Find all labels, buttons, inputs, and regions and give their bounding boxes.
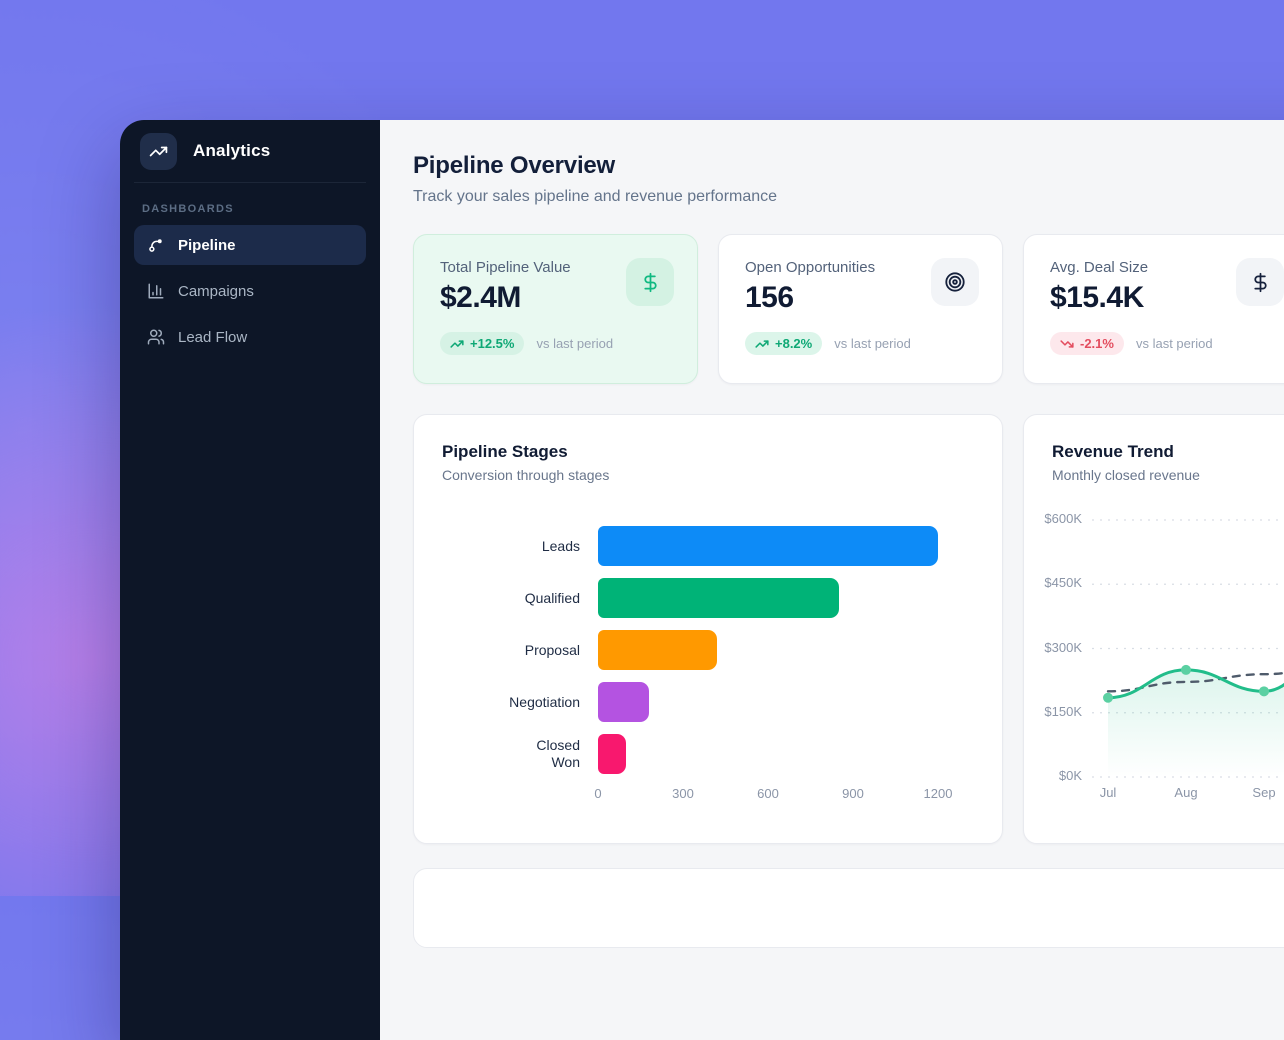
bar-row: Leads: [442, 526, 938, 566]
chart-title: Pipeline Stages: [442, 442, 568, 461]
sidebar-item-label: Lead Flow: [178, 328, 248, 346]
trending-down-icon: [1060, 337, 1074, 351]
route-icon: [147, 236, 165, 254]
page-subtitle: Track your sales pipeline and revenue pe…: [413, 188, 778, 205]
y-tick-label: $300K: [1044, 639, 1082, 655]
trending-up-icon: [755, 337, 769, 351]
kpi-value: $2.4M: [440, 281, 521, 314]
sidebar-section-label: DASHBOARDS: [142, 203, 234, 215]
users-icon: [147, 328, 165, 346]
revenue-trend-card: Revenue Trend Monthly closed revenue $0K…: [1023, 414, 1284, 844]
dollar-icon: [626, 258, 674, 306]
dollar-icon: [1236, 258, 1284, 306]
chart-title: Revenue Trend: [1052, 442, 1174, 461]
target-icon: [931, 258, 979, 306]
x-tick-label: 300: [672, 786, 694, 801]
y-tick-label: $150K: [1044, 703, 1082, 719]
bar-row: Negotiation: [442, 682, 938, 722]
revenue-line: [1106, 668, 1284, 700]
bar-track: [598, 682, 938, 722]
bar[interactable]: [598, 578, 839, 618]
pipeline-stages-bar-chart[interactable]: Leads Qualified Proposal Negotiation Closed …: [442, 526, 974, 774]
trend-dashed-line: [1106, 671, 1284, 693]
kpi-card-avg-deal-size: Avg. Deal Size $15.4K -2.1% vs last peri…: [1023, 234, 1284, 384]
app-window: Analytics DASHBOARDS Pipeline Campaigns: [120, 120, 1284, 1040]
x-tick-label: 1200: [923, 786, 953, 801]
charts-row: Pipeline Stages Conversion through stage…: [413, 414, 1284, 844]
bar-category-label: Proposal: [524, 641, 580, 658]
sidebar-item-label: Pipeline: [178, 236, 236, 254]
trending-up-icon: [450, 337, 464, 351]
x-tick-label: 900: [842, 786, 864, 801]
bar-category-label: Leads: [541, 537, 580, 554]
pipeline-stages-card: Pipeline Stages Conversion through stage…: [413, 414, 1003, 844]
sidebar-item-pipeline[interactable]: Pipeline: [134, 225, 366, 265]
x-tick-label: Sep: [1252, 785, 1276, 800]
data-point: [1103, 692, 1113, 703]
trend-badge: +8.2%: [745, 332, 823, 355]
page-title: Pipeline Overview: [413, 152, 616, 179]
kpi-label: Avg. Deal Size: [1050, 259, 1149, 276]
sidebar-item-campaigns[interactable]: Campaigns: [134, 271, 366, 311]
kpi-caption: vs last period: [1135, 336, 1213, 351]
line-plot[interactable]: [1088, 513, 1284, 823]
kpi-caption: vs last period: [536, 336, 614, 351]
bar[interactable]: [598, 630, 717, 670]
sidebar: Analytics DASHBOARDS Pipeline Campaigns: [120, 120, 380, 1040]
y-tick-label: $450K: [1044, 575, 1082, 591]
x-tick-label: 600: [757, 786, 779, 801]
trend-delta: -2.1%: [1080, 336, 1114, 351]
chart-subtitle: Conversion through stages: [442, 467, 610, 483]
chart-subtitle: Monthly closed revenue: [1052, 467, 1200, 483]
sidebar-item-lead-flow[interactable]: Lead Flow: [134, 317, 366, 357]
trend-delta: +12.5%: [470, 336, 515, 351]
x-tick-label: Aug: [1174, 785, 1198, 800]
bar-track: [598, 526, 938, 566]
bar-track: [598, 734, 938, 774]
partially-visible-card: [413, 868, 1284, 948]
bar-row: Proposal: [442, 630, 938, 670]
trending-up-icon: [140, 132, 177, 170]
bar-category-label: Closed Won: [536, 737, 580, 770]
data-point: [1181, 664, 1191, 675]
bar-row: Closed Won: [442, 734, 938, 774]
trend-delta: +8.2%: [775, 336, 813, 351]
kpi-row: Total Pipeline Value $2.4M +12.5% vs las…: [413, 234, 1284, 384]
main-content: Pipeline Overview Track your sales pipel…: [380, 120, 1284, 1040]
bar-chart-icon: [147, 282, 165, 300]
bar-track: [598, 578, 938, 618]
app-title: Analytics: [193, 141, 271, 160]
kpi-caption: vs last period: [834, 336, 911, 351]
y-tick-label: $600K: [1044, 511, 1082, 526]
x-tick-label: Jul: [1099, 785, 1117, 800]
kpi-value: 156: [745, 281, 794, 314]
data-point: [1259, 686, 1269, 697]
bar-category-label: Negotiation: [509, 693, 580, 710]
trend-badge: +12.5%: [440, 332, 525, 355]
app-logo: Analytics: [134, 120, 366, 183]
revenue-area: [1108, 669, 1284, 777]
trend-badge: -2.1%: [1050, 332, 1124, 355]
x-tick-label: 0: [594, 786, 602, 801]
bar[interactable]: [598, 734, 627, 774]
bar-track: [598, 630, 938, 670]
kpi-value: $15.4K: [1050, 281, 1144, 314]
bar-category-label: Qualified: [524, 589, 580, 606]
bar[interactable]: [598, 682, 649, 722]
y-tick-label: $0K: [1058, 768, 1082, 783]
bar[interactable]: [598, 526, 938, 566]
kpi-card-total-pipeline-value: Total Pipeline Value $2.4M +12.5% vs las…: [413, 234, 698, 384]
kpi-label: Open Opportunities: [745, 259, 876, 276]
sidebar-item-label: Campaigns: [178, 282, 254, 300]
kpi-card-open-opportunities: Open Opportunities 156 +8.2% vs last per…: [718, 234, 1003, 384]
kpi-label: Total Pipeline Value: [440, 259, 571, 276]
bar-chart-x-axis: 0 300 600 900 1200: [594, 786, 952, 804]
bar-row: Qualified: [442, 578, 938, 618]
